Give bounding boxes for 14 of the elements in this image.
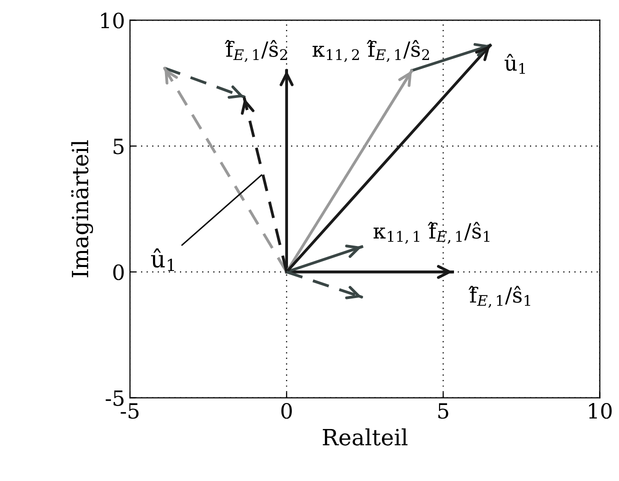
y-axis-title: Imaginärteil — [71, 140, 94, 278]
annotation: κ$_{11,1}$ f̂$_{E,1}$/ŝ$_{1}$ — [374, 222, 490, 244]
annotation: û$_{1}$ — [504, 54, 525, 74]
y-tick-label: 10 — [101, 12, 124, 28]
x-axis-title: Realteil — [322, 428, 408, 446]
x-tick-label: 10 — [589, 403, 612, 419]
x-tick-label: 0 — [281, 403, 292, 419]
x-tick-label: 5 — [438, 403, 448, 419]
y-tick-label: 0 — [113, 264, 124, 280]
annotation: f̂$_{E,1}$/ŝ$_{1}$ — [468, 286, 530, 308]
annotation: f̂$_{E,1}$/ŝ$_{2}$ — [224, 40, 287, 62]
annotation: κ$_{11,2}$ f̂$_{E,1}$/ŝ$_{2}$ — [312, 40, 430, 62]
annotation: û$_{1}$ — [151, 248, 174, 271]
y-tick-label: 5 — [114, 138, 124, 154]
